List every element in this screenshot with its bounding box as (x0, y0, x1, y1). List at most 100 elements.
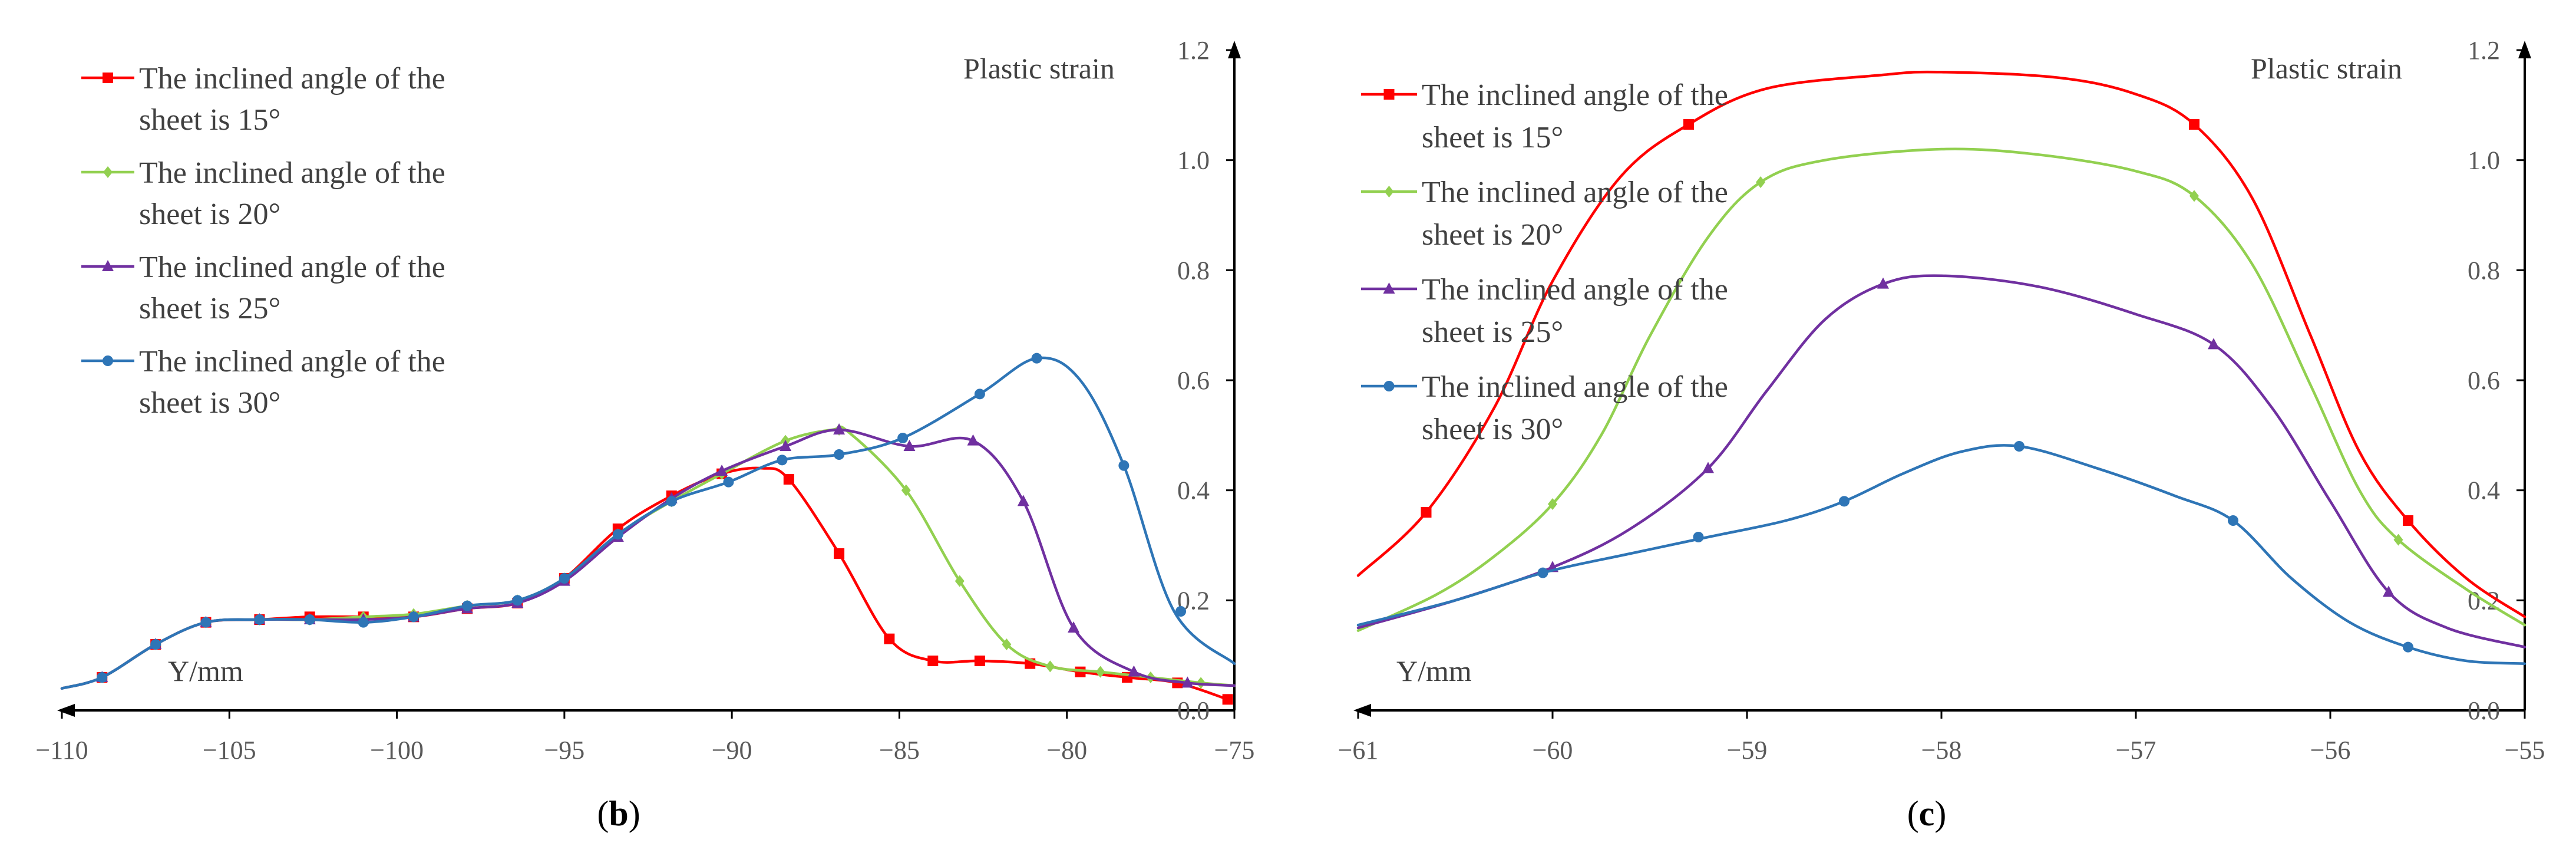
series-3 (1356, 274, 2527, 648)
y-axis-title: Plastic strain (963, 52, 1115, 85)
legend-swatch-marker (1383, 282, 1395, 294)
y-tick-label: 0.4 (2468, 476, 2500, 505)
chart-panel-c: −61 −60 −59 −58 −57 −56 −550.00.20.40.60.81.01… (1338, 36, 2545, 833)
data-point (1068, 621, 1080, 633)
data-point (1421, 507, 1432, 518)
data-point (974, 389, 985, 400)
series-line (1356, 147, 2527, 632)
data-point (955, 575, 965, 587)
data-point (1877, 277, 1889, 289)
data-point (2393, 534, 2403, 546)
data-point (927, 656, 939, 666)
data-point (1045, 660, 1055, 673)
y-tick-label: 1.0 (2468, 146, 2500, 175)
x-tick-label: −61 (1338, 736, 1379, 765)
data-point (2189, 190, 2199, 202)
data-point (1128, 665, 1140, 677)
x-axis-arrow (1353, 704, 1371, 717)
data-point (612, 529, 623, 540)
series-line (1356, 444, 2527, 665)
data-point (97, 672, 108, 683)
series-4 (1356, 441, 2527, 665)
legend-swatch-marker (103, 166, 113, 178)
x-axis-title: Y/mm (168, 654, 243, 687)
data-point (461, 600, 473, 611)
data-point (1181, 676, 1194, 688)
data-point (834, 449, 845, 460)
data-point (833, 423, 846, 434)
data-point (2189, 119, 2199, 130)
data-point (974, 656, 985, 666)
data-point (2208, 338, 2220, 350)
data-point (2228, 515, 2238, 526)
data-point (2383, 585, 2395, 597)
panel-label: (b) (597, 794, 640, 833)
x-tick-label: −85 (879, 736, 920, 765)
x-tick-label: −110 (35, 736, 88, 765)
legend-label: The inclined angle of the sheet is 25° (139, 251, 445, 325)
data-point (1839, 496, 1850, 507)
chart-panel-b: −110 −105 −100 −95 −90 −85 −80 −750.00.20.40.60… (35, 36, 1254, 833)
data-point (1095, 666, 1105, 678)
data-point (834, 548, 845, 559)
x-tick-label: −57 (2116, 736, 2156, 765)
data-point (254, 614, 265, 625)
data-point (1537, 567, 1548, 578)
legend-item: The inclined angle of the sheet is 20° (81, 156, 445, 231)
y-axis-title: Plastic strain (2251, 52, 2402, 85)
y-tick-label: 1.0 (1177, 146, 1210, 175)
series-3 (60, 423, 1236, 690)
data-point (903, 440, 916, 451)
data-point (1031, 353, 1042, 364)
y-tick-label: 0.8 (2468, 256, 2500, 285)
data-point (358, 617, 369, 628)
data-point (780, 440, 792, 451)
y-tick-label: 0.4 (1177, 476, 1210, 505)
x-axis-title: Y/mm (1396, 654, 1472, 687)
data-point (1002, 638, 1012, 650)
legend-label: The inclined angle of the sheet is 20° (1422, 176, 1728, 252)
x-tick-label: −80 (1046, 736, 1087, 765)
data-point (304, 614, 315, 625)
y-tick-label: 1.2 (1177, 36, 1210, 65)
data-point (777, 455, 788, 466)
legend-item: The inclined angle of the sheet is 15° (1361, 78, 1728, 154)
data-point (1017, 495, 1029, 506)
legend-item: The inclined angle of the sheet is 30° (1361, 370, 1728, 446)
legend-item: The inclined angle of the sheet is 25° (81, 251, 445, 325)
legend-item: The inclined angle of the sheet is 20° (1361, 176, 1728, 252)
data-point (783, 474, 794, 485)
series-1 (1356, 70, 2527, 618)
x-tick-label: −56 (2310, 736, 2351, 765)
x-tick-label: −58 (1921, 736, 1962, 765)
data-point (408, 611, 419, 623)
legend-label: The inclined angle of the sheet is 30° (139, 345, 445, 420)
legend-label: The inclined angle of the sheet is 25° (1422, 273, 1728, 349)
data-point (512, 595, 523, 606)
data-point (1756, 176, 1766, 188)
legend-item: The inclined angle of the sheet is 15° (81, 62, 445, 137)
x-tick-label: −59 (1727, 736, 1768, 765)
x-tick-label: −100 (370, 736, 424, 765)
legend-label: The inclined angle of the sheet is 30° (1422, 370, 1728, 446)
series-4 (60, 353, 1236, 690)
legend: The inclined angle of the sheet is 15° The… (81, 62, 445, 420)
series-line (1356, 274, 2527, 648)
x-tick-label: −90 (712, 736, 752, 765)
series-2 (1356, 147, 2527, 632)
legend-swatch-marker (1383, 381, 1395, 391)
x-tick-label: −60 (1533, 736, 1573, 765)
data-point (1175, 606, 1187, 617)
x-tick-label: −55 (2505, 736, 2545, 765)
series-line (60, 425, 1236, 690)
y-tick-label: 0.6 (2468, 366, 2500, 395)
x-axis-arrow (57, 704, 75, 717)
data-point (967, 434, 979, 446)
legend-swatch-marker (1384, 186, 1394, 197)
legend-item: The inclined angle of the sheet is 30° (81, 345, 445, 420)
legend-swatch-marker (102, 260, 114, 271)
series-2 (60, 424, 1236, 690)
y-tick-label: 0.6 (1177, 366, 1210, 395)
data-point (2014, 441, 2025, 452)
